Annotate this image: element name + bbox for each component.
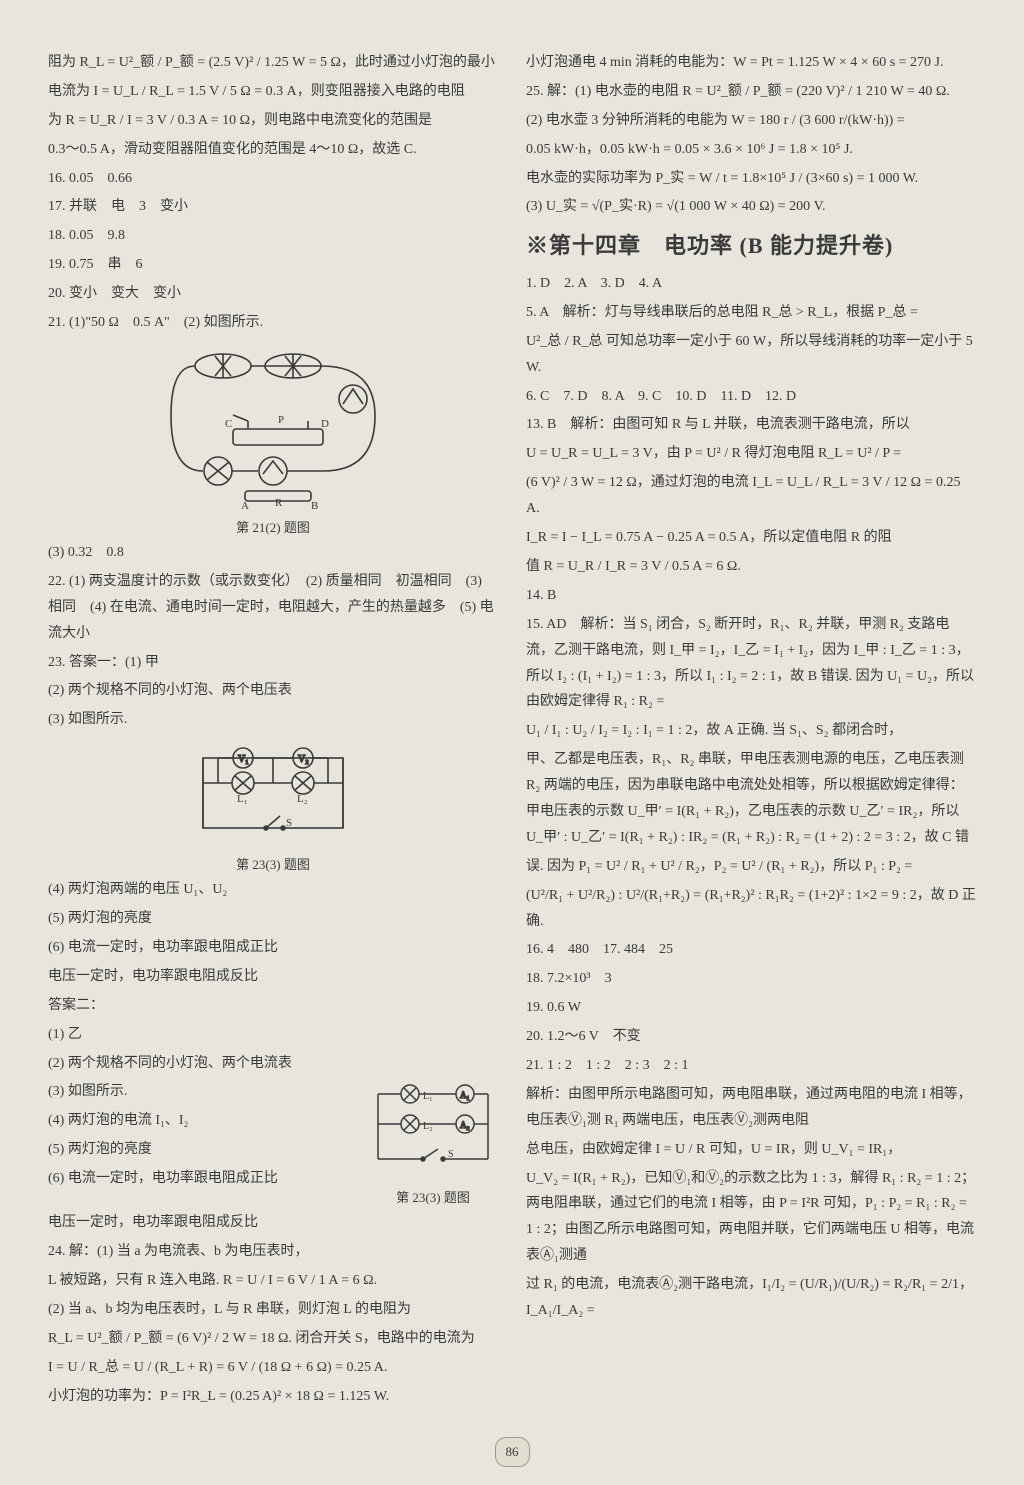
answer-line: 13. B 解析：由图可知 R 与 L 并联，电流表测干路电流，所以 [526, 412, 976, 438]
text-line: 小灯泡的功率为：P = I²R_L = (0.25 A)² × 18 Ω = 1… [48, 1384, 498, 1410]
chapter-title: ※第十四章 电功率 (B 能力提升卷) [526, 226, 976, 267]
answer-line: 20. 1.2～6 V 不变 [526, 1024, 976, 1050]
answer-line: 14. B [526, 583, 976, 609]
answer-line: (5) 两灯泡的亮度 [48, 1137, 358, 1163]
svg-text:L₁: L₁ [423, 1091, 433, 1102]
svg-text:A₂: A₂ [460, 1120, 470, 1130]
text-line: (U²/R₁ + U²/R₂) : U²/(R₁+R₂) = (R₁+R₂)² … [526, 883, 976, 935]
answer-line: (3) 0.32 0.8 [48, 540, 498, 566]
answer-line: 20. 变小 变大 变小 [48, 281, 498, 307]
svg-text:A₁: A₁ [460, 1090, 470, 1100]
answer-line: 电压一定时，电功率跟电阻成反比 [48, 964, 498, 990]
right-column: 小灯泡通电 4 min 消耗的电能为：W = Pt = 1.125 W × 4 … [526, 50, 976, 1410]
two-column-layout: 阻为 R_L = U²_额 / P_额 = (2.5 V)² / 1.25 W … [48, 50, 976, 1410]
answer-line: (3) 如图所示. [48, 707, 498, 733]
answer-line: 21. (1)"50 Ω 0.5 A" (2) 如图所示. [48, 310, 498, 336]
answer-line: (6) 电流一定时，电功率跟电阻成正比 [48, 935, 498, 961]
text-line: 25. 解：(1) 电水壶的电阻 R = U²_额 / P_额 = (220 V… [526, 79, 976, 105]
answer-line: (1) 乙 [48, 1022, 498, 1048]
text-line: 电流为 I = U_L / R_L = 1.5 V / 5 Ω = 0.3 A，… [48, 79, 498, 105]
answer-line: 18. 7.2×10³ 3 [526, 966, 976, 992]
svg-text:P: P [278, 414, 284, 426]
text-line: (2) 当 a、b 均为电压表时，L 与 R 串联，则灯泡 L 的电阻为 [48, 1297, 498, 1323]
answer-line: 24. 解：(1) 当 a 为电流表、b 为电压表时， [48, 1239, 498, 1265]
svg-text:R: R [275, 497, 283, 509]
text-line: U = U_R = U_L = 3 V，由 P = U² / R 得灯泡电阻 R… [526, 441, 976, 467]
answer-line: 17. 并联 电 3 变小 [48, 194, 498, 220]
text-line: R_L = U²_额 / P_额 = (6 V)² / 2 W = 18 Ω. … [48, 1326, 498, 1352]
svg-text:D: D [321, 418, 329, 430]
answer-line: 22. (1) 两支温度计的示数（或示数变化） (2) 质量相同 初温相同 (3… [48, 569, 498, 647]
text-line: 甲、乙都是电压表，R₁、R₂ 串联，甲电压表测电源的电压，乙电压表测 R₂ 两端… [526, 747, 976, 851]
answer-line: (2) 两个规格不同的小灯泡、两个电流表 [48, 1051, 498, 1077]
answer-line: (6) 电流一定时，电功率跟电阻成正比 [48, 1166, 358, 1192]
svg-text:L₂: L₂ [297, 793, 308, 805]
svg-text:C: C [225, 418, 232, 430]
text-line: U²_总 / R_总 可知总功率一定小于 60 W，所以导线消耗的功率一定小于 … [526, 329, 976, 381]
text-line: U_V₂ = I(R₁ + R₂)，已知Ⓥ₁和Ⓥ₂的示数之比为 1 : 3，解得… [526, 1166, 976, 1270]
answer-line: 19. 0.75 串 6 [48, 252, 498, 278]
answer-line: 5. A 解析：灯与导线串联后的总电阻 R_总 > R_L，根据 P_总 = [526, 300, 976, 326]
svg-text:L₁: L₁ [237, 793, 248, 805]
svg-text:L₂: L₂ [423, 1121, 433, 1132]
text-line: 0.3～0.5 A，滑动变阻器阻值变化的范围是 4～10 Ω，故选 C. [48, 137, 498, 163]
answer-line: 6. C 7. D 8. A 9. C 10. D 11. D 12. D [526, 384, 976, 410]
text-line: (6 V)² / 3 W = 12 Ω，通过灯泡的电流 I_L = U_L / … [526, 470, 976, 522]
answer-line: 16. 0.05 0.66 [48, 166, 498, 192]
answer-line: (4) 两灯泡两端的电压 U₁、U₂ [48, 877, 498, 903]
text-line: I_R = I − I_L = 0.75 A − 0.25 A = 0.5 A，… [526, 525, 976, 551]
page-footer: 86 [0, 1437, 1024, 1467]
text-line: 小灯泡通电 4 min 消耗的电能为：W = Pt = 1.125 W × 4 … [526, 50, 976, 76]
answer-line: (5) 两灯泡的亮度 [48, 906, 498, 932]
text-line: 过 R₁ 的电流，电流表Ⓐ₂测干路电流，I₁/I₂ = (U/R₁)/(U/R₂… [526, 1272, 976, 1324]
svg-text:B: B [311, 500, 318, 511]
svg-text:V₁: V₁ [238, 754, 249, 765]
text-line: 解析：由图甲所示电路图可知，两电阻串联，通过两电阻的电流 I 相等，电压表Ⓥ₁测… [526, 1082, 976, 1134]
figure-caption: 第 21(2) 题图 [48, 516, 498, 540]
answer-line: 1. D 2. A 3. D 4. A [526, 271, 976, 297]
svg-text:V₂: V₂ [298, 754, 309, 765]
answer-line: 23. 答案一：(1) 甲 [48, 650, 498, 676]
circuit-diagram-icon: A₁ A₂ L₁ L₂ S [368, 1079, 498, 1174]
text-line: 0.05 kW·h，0.05 kW·h = 0.05 × 3.6 × 10⁶ J… [526, 137, 976, 163]
page-number: 86 [495, 1437, 530, 1467]
answer-line: 答案二： [48, 993, 498, 1019]
figure-caption: 第 23(3) 题图 [368, 1186, 498, 1210]
svg-text:S: S [286, 817, 292, 829]
answer-line: (2) 两个规格不同的小灯泡、两个电压表 [48, 678, 498, 704]
left-column: 阻为 R_L = U²_额 / P_额 = (2.5 V)² / 1.25 W … [48, 50, 498, 1410]
figure-23-3a: V₁ V₂ L₁ L₂ S [48, 738, 498, 848]
text-line: I = U / R_总 = U / (R_L + R) = 6 V / (18 … [48, 1355, 498, 1381]
text-line: 电水壶的实际功率为 P_实 = W / t = 1.8×10⁵ J / (3×6… [526, 166, 976, 192]
svg-text:S: S [448, 1149, 454, 1160]
answer-line: (3) 如图所示. [48, 1079, 358, 1105]
text-line: 值 R = U_R / I_R = 3 V / 0.5 A = 6 Ω. [526, 554, 976, 580]
figure-23-3b: A₁ A₂ L₁ L₂ S 第 23(3) 题图 [368, 1079, 498, 1210]
circuit-diagram-icon: C P D A B R [163, 341, 383, 511]
circuit-diagram-icon: V₁ V₂ L₁ L₂ S [188, 738, 358, 848]
svg-text:A: A [241, 500, 249, 511]
text-line: 为 R = U_R / I = 3 V / 0.3 A = 10 Ω，则电路中电… [48, 108, 498, 134]
answer-line: 19. 0.6 W [526, 995, 976, 1021]
figure-caption: 第 23(3) 题图 [48, 853, 498, 877]
text-line: U₁ / I₁ : U₂ / I₂ = I₂ : I₁ = 1 : 2，故 A … [526, 718, 976, 744]
answer-line: 电压一定时，电功率跟电阻成反比 [48, 1210, 498, 1236]
text-line: (3) U_实 = √(P_实·R) = √(1 000 W × 40 Ω) =… [526, 194, 976, 220]
answer-line: 18. 0.05 9.8 [48, 223, 498, 249]
text-line: (2) 电水壶 3 分钟所消耗的电能为 W = 180 r / (3 600 r… [526, 108, 976, 134]
figure-21-2: C P D A B R [48, 341, 498, 511]
answer-line: 21. 1 : 2 1 : 2 2 : 3 2 : 1 [526, 1053, 976, 1079]
text-line: 总电压，由欧姆定律 I = U / R 可知，U = IR，则 U_V₁ = I… [526, 1137, 976, 1163]
answer-line: 15. AD 解析：当 S₁ 闭合，S₂ 断开时，R₁、R₂ 并联，甲测 R₂ … [526, 612, 976, 716]
text-line: 阻为 R_L = U²_额 / P_额 = (2.5 V)² / 1.25 W … [48, 50, 498, 76]
answer-line: 16. 4 480 17. 484 25 [526, 937, 976, 963]
text-line: L 被短路，只有 R 连入电路. R = U / I = 6 V / 1 A =… [48, 1268, 498, 1294]
answer-line: (4) 两灯泡的电流 I₁、I₂ [48, 1108, 358, 1134]
text-line: 误. 因为 P₁ = U² / R₁ + U² / R₂，P₂ = U² / (… [526, 854, 976, 880]
